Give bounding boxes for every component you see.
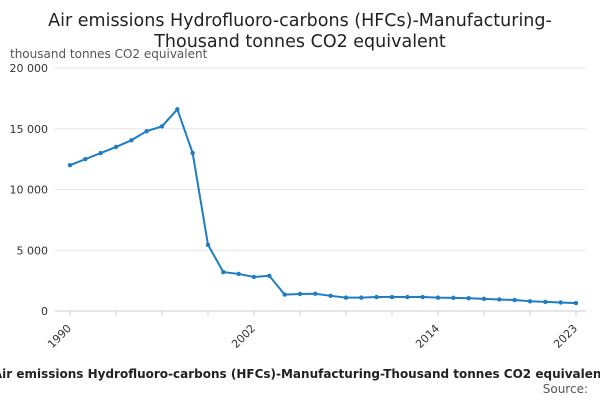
series-layer bbox=[67, 107, 579, 306]
data-point[interactable] bbox=[113, 144, 119, 150]
x-axis-ticks: 1990 2002 2014 2023 bbox=[45, 311, 580, 351]
x-tick-label: 2014 bbox=[413, 322, 442, 351]
data-point[interactable] bbox=[466, 296, 471, 301]
data-point[interactable] bbox=[558, 300, 563, 305]
data-point[interactable] bbox=[359, 295, 364, 300]
data-point[interactable] bbox=[573, 300, 579, 306]
x-tick-label: 2023 bbox=[551, 322, 580, 351]
data-point[interactable] bbox=[481, 296, 487, 302]
y-tick-label: 5 000 bbox=[17, 244, 49, 257]
data-point[interactable] bbox=[313, 291, 318, 296]
data-point[interactable] bbox=[129, 138, 134, 143]
data-point[interactable] bbox=[497, 297, 502, 302]
y-axis-unit-label: thousand tonnes CO2 equivalent bbox=[10, 47, 208, 61]
data-point[interactable] bbox=[543, 299, 548, 305]
data-point[interactable] bbox=[236, 271, 241, 277]
data-point[interactable] bbox=[159, 124, 165, 129]
data-point[interactable] bbox=[175, 107, 180, 112]
data-point[interactable] bbox=[83, 156, 88, 162]
legend-series-label: Air emissions Hydrofluoro-carbons (HFCs)… bbox=[0, 367, 600, 381]
data-point[interactable] bbox=[389, 294, 395, 300]
data-point[interactable] bbox=[267, 273, 272, 278]
data-point[interactable] bbox=[328, 293, 333, 299]
y-tick-label: 15 000 bbox=[10, 123, 49, 136]
chart-title-line-1: Air emissions Hydrofluoro-carbons (HFCs)… bbox=[48, 11, 552, 31]
chart-title-line-2: Thousand tonnes CO2 equivalent bbox=[153, 32, 446, 52]
data-point[interactable] bbox=[527, 299, 533, 304]
data-point[interactable] bbox=[67, 163, 73, 168]
data-point[interactable] bbox=[282, 292, 287, 297]
source-label: Source: bbox=[543, 382, 588, 396]
data-point[interactable] bbox=[405, 294, 410, 300]
data-point[interactable] bbox=[251, 274, 257, 280]
data-point[interactable] bbox=[374, 294, 379, 300]
data-point[interactable] bbox=[420, 294, 425, 300]
y-tick-label: 10 000 bbox=[10, 184, 49, 197]
gridlines bbox=[55, 67, 586, 251]
data-point[interactable] bbox=[451, 295, 456, 301]
y-tick-label: 20 000 bbox=[10, 62, 49, 75]
data-point[interactable] bbox=[297, 291, 303, 297]
data-point[interactable] bbox=[343, 295, 349, 300]
data-point[interactable] bbox=[205, 242, 211, 247]
y-axis-ticks: 0 5 000 10 000 15 000 20 000 bbox=[10, 62, 49, 318]
x-tick-label: 1990 bbox=[45, 322, 74, 351]
data-point[interactable] bbox=[98, 150, 103, 156]
x-tick-label: 2002 bbox=[229, 322, 258, 351]
data-point[interactable] bbox=[190, 150, 195, 156]
data-point[interactable] bbox=[435, 295, 441, 300]
y-tick-label: 0 bbox=[41, 305, 48, 318]
data-point[interactable] bbox=[221, 269, 226, 275]
series-line bbox=[69, 107, 577, 305]
data-point[interactable] bbox=[512, 297, 517, 303]
data-point[interactable] bbox=[144, 128, 149, 134]
